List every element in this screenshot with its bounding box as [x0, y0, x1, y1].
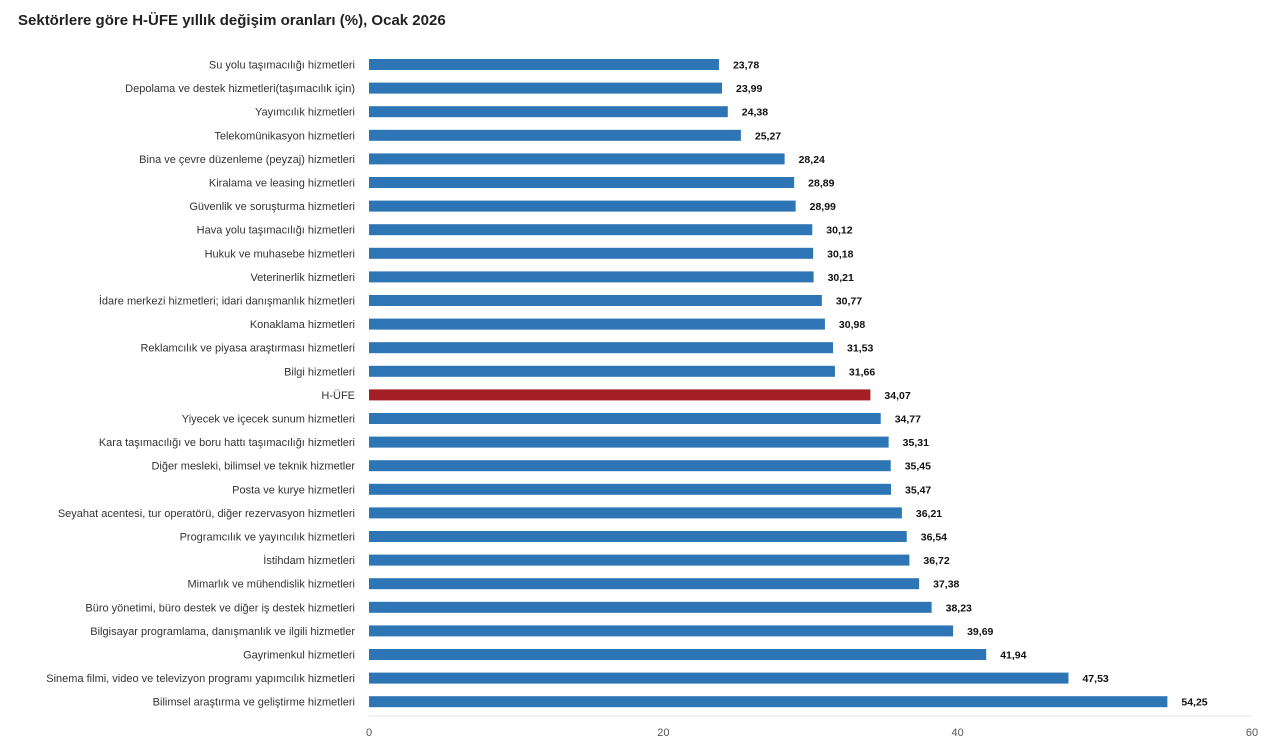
- bar: [369, 153, 785, 165]
- bar: [369, 460, 891, 472]
- category-label: Depolama ve destek hizmetleri(taşımacılı…: [125, 83, 355, 95]
- value-label: 39,69: [967, 626, 993, 638]
- bar: [369, 271, 814, 283]
- value-label: 36,21: [916, 508, 942, 520]
- category-label: Mimarlık ve mühendislik hizmetleri: [188, 579, 356, 591]
- bar: [369, 672, 1069, 684]
- category-label: Bina ve çevre düzenleme (peyzaj) hizmetl…: [139, 154, 355, 166]
- value-label: 25,27: [755, 130, 781, 142]
- chart-title: Sektörlere göre H-ÜFE yıllık değişim ora…: [18, 12, 446, 29]
- bar: [369, 59, 719, 70]
- category-label: Programcılık ve yayıncılık hizmetleri: [180, 532, 355, 544]
- bar: [369, 601, 932, 613]
- category-label: Konaklama hizmetleri: [250, 319, 355, 331]
- value-label: 34,07: [884, 390, 910, 402]
- bar: [369, 483, 892, 495]
- x-tick-label: 0: [366, 727, 372, 739]
- x-tick-label: 20: [657, 727, 669, 739]
- bar: [369, 696, 1168, 708]
- value-label: 36,72: [923, 555, 949, 567]
- bar: [369, 106, 728, 118]
- value-label: 41,94: [1000, 650, 1026, 662]
- value-label: 30,77: [836, 296, 862, 308]
- bar: [369, 578, 920, 590]
- category-label: Diğer mesleki, bilimsel ve teknik hizmet…: [151, 461, 355, 473]
- bar: [369, 247, 814, 259]
- bar: [369, 224, 813, 236]
- bar: [369, 649, 987, 660]
- value-label: 38,23: [946, 602, 972, 614]
- value-label: 23,78: [733, 60, 759, 72]
- category-label: Kiralama ve leasing hizmetleri: [209, 178, 355, 190]
- bar: [369, 436, 889, 448]
- value-label: 28,24: [799, 154, 825, 166]
- bar: [369, 342, 834, 354]
- bar: [369, 295, 822, 306]
- category-label: Büro yönetimi, büro destek ve diğer iş d…: [85, 602, 355, 614]
- category-label: Telekomünikasyon hizmetleri: [214, 130, 355, 142]
- category-label: Yiyecek ve içecek sunum hizmetleri: [182, 414, 355, 426]
- bar: [369, 531, 907, 542]
- category-label: Bilgisayar programlama, danışmanlık ve i…: [90, 626, 355, 638]
- category-label: Güvenlik ve soruşturma hizmetleri: [189, 201, 355, 213]
- value-label: 35,47: [905, 484, 931, 496]
- category-label: Bilimsel araştırma ve geliştirme hizmetl…: [153, 697, 355, 709]
- category-label: H-ÜFE: [321, 390, 355, 402]
- category-label: Kara taşımacılığı ve boru hattı taşımacı…: [99, 437, 355, 449]
- value-label: 31,53: [847, 343, 873, 355]
- value-label: 28,99: [810, 201, 836, 213]
- category-label: İdare merkezi hizmetleri; idari danışman…: [99, 295, 355, 308]
- x-tick-label: 60: [1246, 727, 1258, 739]
- bar: [369, 413, 881, 424]
- value-label: 30,98: [839, 319, 865, 331]
- bar: [369, 200, 796, 212]
- category-label: Su yolu taşımacılığı hizmetleri: [209, 60, 355, 72]
- category-label: Reklamcılık ve piyasa araştırması hizmet…: [140, 343, 355, 355]
- bar: [369, 554, 910, 566]
- value-label: 30,12: [826, 225, 852, 237]
- value-label: 30,21: [828, 272, 854, 284]
- value-label: 35,31: [903, 437, 929, 449]
- value-label: 37,38: [933, 579, 959, 591]
- bar: [369, 365, 835, 377]
- category-label: Sinema filmi, video ve televizyon progra…: [46, 673, 355, 685]
- category-label: Hava yolu taşımacılığı hizmetleri: [197, 225, 355, 237]
- bar: [369, 177, 795, 188]
- x-axis: 0 20 40 60: [366, 715, 1258, 739]
- bar: [369, 82, 723, 94]
- category-label: Seyahat acentesi, tur operatörü, diğer r…: [58, 508, 355, 520]
- category-label: Yayımcılık hizmetleri: [255, 107, 355, 119]
- value-label: 30,18: [827, 248, 853, 260]
- category-label: İstihdam hizmetleri: [263, 554, 355, 567]
- bars-layer: Su yolu taşımacılığı hizmetleri 23,78 Depo…: [46, 59, 1208, 709]
- value-label: 35,45: [905, 461, 931, 473]
- category-label: Posta ve kurye hizmetleri: [232, 484, 355, 496]
- x-tick-label: 40: [952, 727, 964, 739]
- value-label: 34,77: [895, 414, 921, 426]
- value-label: 54,25: [1181, 697, 1207, 709]
- value-label: 47,53: [1082, 673, 1108, 685]
- bar: [369, 318, 825, 330]
- category-label: Veterinerlik hizmetleri: [250, 272, 355, 284]
- bar: [369, 129, 741, 141]
- category-label: Hukuk ve muhasebe hizmetleri: [205, 248, 355, 260]
- bar-highlight: [369, 389, 871, 401]
- category-label: Gayrimenkul hizmetleri: [243, 650, 355, 662]
- bar: [369, 625, 954, 637]
- value-label: 36,54: [921, 532, 947, 544]
- value-label: 24,38: [742, 107, 768, 119]
- value-label: 23,99: [736, 83, 762, 95]
- value-label: 31,66: [849, 366, 875, 378]
- value-label: 28,89: [808, 178, 834, 190]
- bar: [369, 507, 902, 519]
- category-label: Bilgi hizmetleri: [284, 366, 355, 378]
